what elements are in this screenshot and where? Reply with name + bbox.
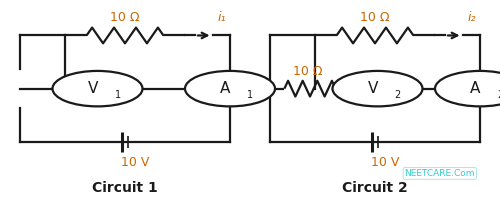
Text: 10 Ω: 10 Ω [110, 11, 140, 24]
Text: NEETCARE.Com: NEETCARE.Com [404, 169, 475, 178]
Text: Circuit 1: Circuit 1 [92, 181, 158, 195]
Text: 10 V: 10 V [121, 156, 149, 169]
Circle shape [435, 71, 500, 106]
Text: Circuit 2: Circuit 2 [342, 181, 408, 195]
Text: V: V [368, 81, 378, 96]
Circle shape [185, 71, 275, 106]
Text: 2: 2 [497, 90, 500, 100]
Text: 10 Ω: 10 Ω [360, 11, 390, 24]
Text: 2: 2 [394, 90, 401, 100]
Text: A: A [470, 81, 480, 96]
Text: i₁: i₁ [218, 11, 226, 24]
Text: 10 Ω: 10 Ω [292, 65, 322, 78]
Text: 1: 1 [114, 90, 121, 100]
Text: 10 V: 10 V [371, 156, 399, 169]
Text: i₂: i₂ [468, 11, 476, 24]
Text: V: V [88, 81, 98, 96]
Text: 1: 1 [247, 90, 254, 100]
Circle shape [52, 71, 142, 106]
Circle shape [332, 71, 422, 106]
Text: A: A [220, 81, 230, 96]
